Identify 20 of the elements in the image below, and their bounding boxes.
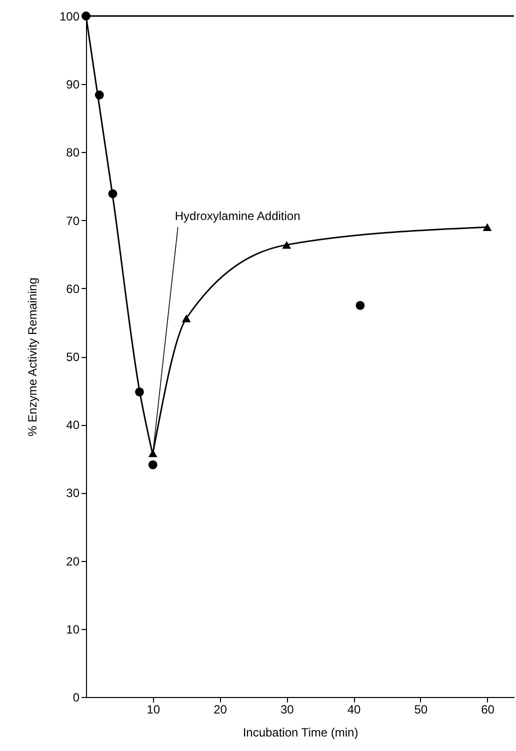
x-tick-label: 20: [214, 702, 228, 716]
y-axis-title: % Enzyme Activity Remaining: [25, 278, 40, 436]
x-axis-title: Incubation Time (min): [242, 726, 358, 740]
y-tick-label: 100: [59, 10, 80, 24]
x-tick-label: 10: [146, 702, 160, 716]
y-tick-label: 40: [66, 418, 80, 432]
x-tick-label: 30: [280, 702, 294, 716]
y-tick-label: 50: [66, 350, 80, 364]
x-tick-label: 50: [414, 702, 428, 716]
y-tick-label: 80: [66, 146, 80, 160]
y-tick-label: 10: [66, 622, 80, 636]
y-tick-label: 70: [66, 214, 80, 228]
x-tick-label: 60: [481, 702, 495, 716]
y-tick-label: 30: [66, 486, 80, 500]
y-tick-label: 90: [66, 78, 80, 92]
annotation: Hydroxylamine Addition: [174, 209, 300, 224]
y-tick-label: 60: [66, 282, 80, 296]
y-tick-label: 20: [66, 554, 80, 568]
x-tick-label: 40: [347, 702, 361, 716]
y-tick-label: 0: [72, 690, 80, 704]
